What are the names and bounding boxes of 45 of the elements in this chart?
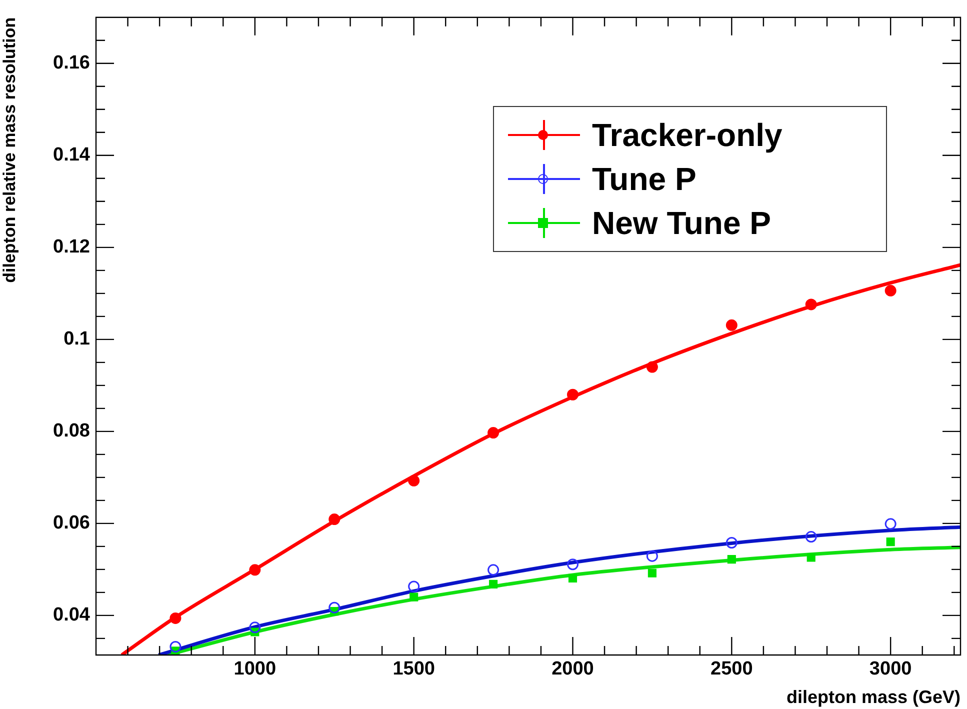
y-tick-label: 0.12 bbox=[53, 236, 90, 258]
point bbox=[328, 602, 340, 614]
point bbox=[170, 640, 182, 652]
point bbox=[884, 284, 896, 296]
point bbox=[805, 531, 817, 543]
point bbox=[646, 550, 658, 562]
y-tick-label: 0.06 bbox=[53, 512, 90, 534]
x-axis-title: dilepton mass (GeV) bbox=[786, 687, 960, 708]
point bbox=[648, 568, 656, 578]
x-tick-label: 2000 bbox=[552, 658, 594, 680]
point bbox=[408, 580, 420, 592]
point bbox=[489, 580, 498, 588]
legend-label: Tune P bbox=[592, 160, 696, 198]
y-tick-label: 0.16 bbox=[53, 52, 90, 74]
x-tick-label: 3000 bbox=[869, 658, 912, 680]
point bbox=[488, 427, 500, 439]
point bbox=[328, 514, 340, 526]
point bbox=[170, 612, 182, 624]
legend-label: Tracker-only bbox=[592, 116, 782, 154]
point bbox=[568, 574, 578, 582]
point bbox=[408, 474, 420, 486]
point bbox=[727, 555, 736, 564]
x-tick-label: 2500 bbox=[710, 658, 753, 680]
point bbox=[884, 518, 896, 530]
x-tick-label: 1500 bbox=[392, 658, 435, 680]
point bbox=[726, 319, 738, 331]
point bbox=[566, 558, 578, 570]
point bbox=[249, 622, 261, 634]
y-axis-title: dilepton relative mass resolution bbox=[0, 17, 19, 283]
line-series bbox=[166, 546, 960, 655]
point bbox=[410, 592, 418, 602]
point bbox=[886, 538, 895, 546]
y-tick-label: 0.14 bbox=[53, 144, 90, 166]
point bbox=[566, 388, 578, 400]
point bbox=[806, 553, 816, 562]
point bbox=[488, 564, 500, 576]
x-tick-label: 1000 bbox=[234, 658, 276, 680]
y-tick-label: 0.1 bbox=[64, 328, 90, 350]
y-tick-label: 0.04 bbox=[53, 604, 90, 626]
point bbox=[726, 537, 738, 549]
line-series bbox=[120, 263, 960, 655]
y-tick-label: 0.08 bbox=[53, 420, 90, 442]
point bbox=[249, 564, 261, 576]
legend-label: New Tune P bbox=[592, 204, 771, 242]
point bbox=[646, 361, 658, 373]
